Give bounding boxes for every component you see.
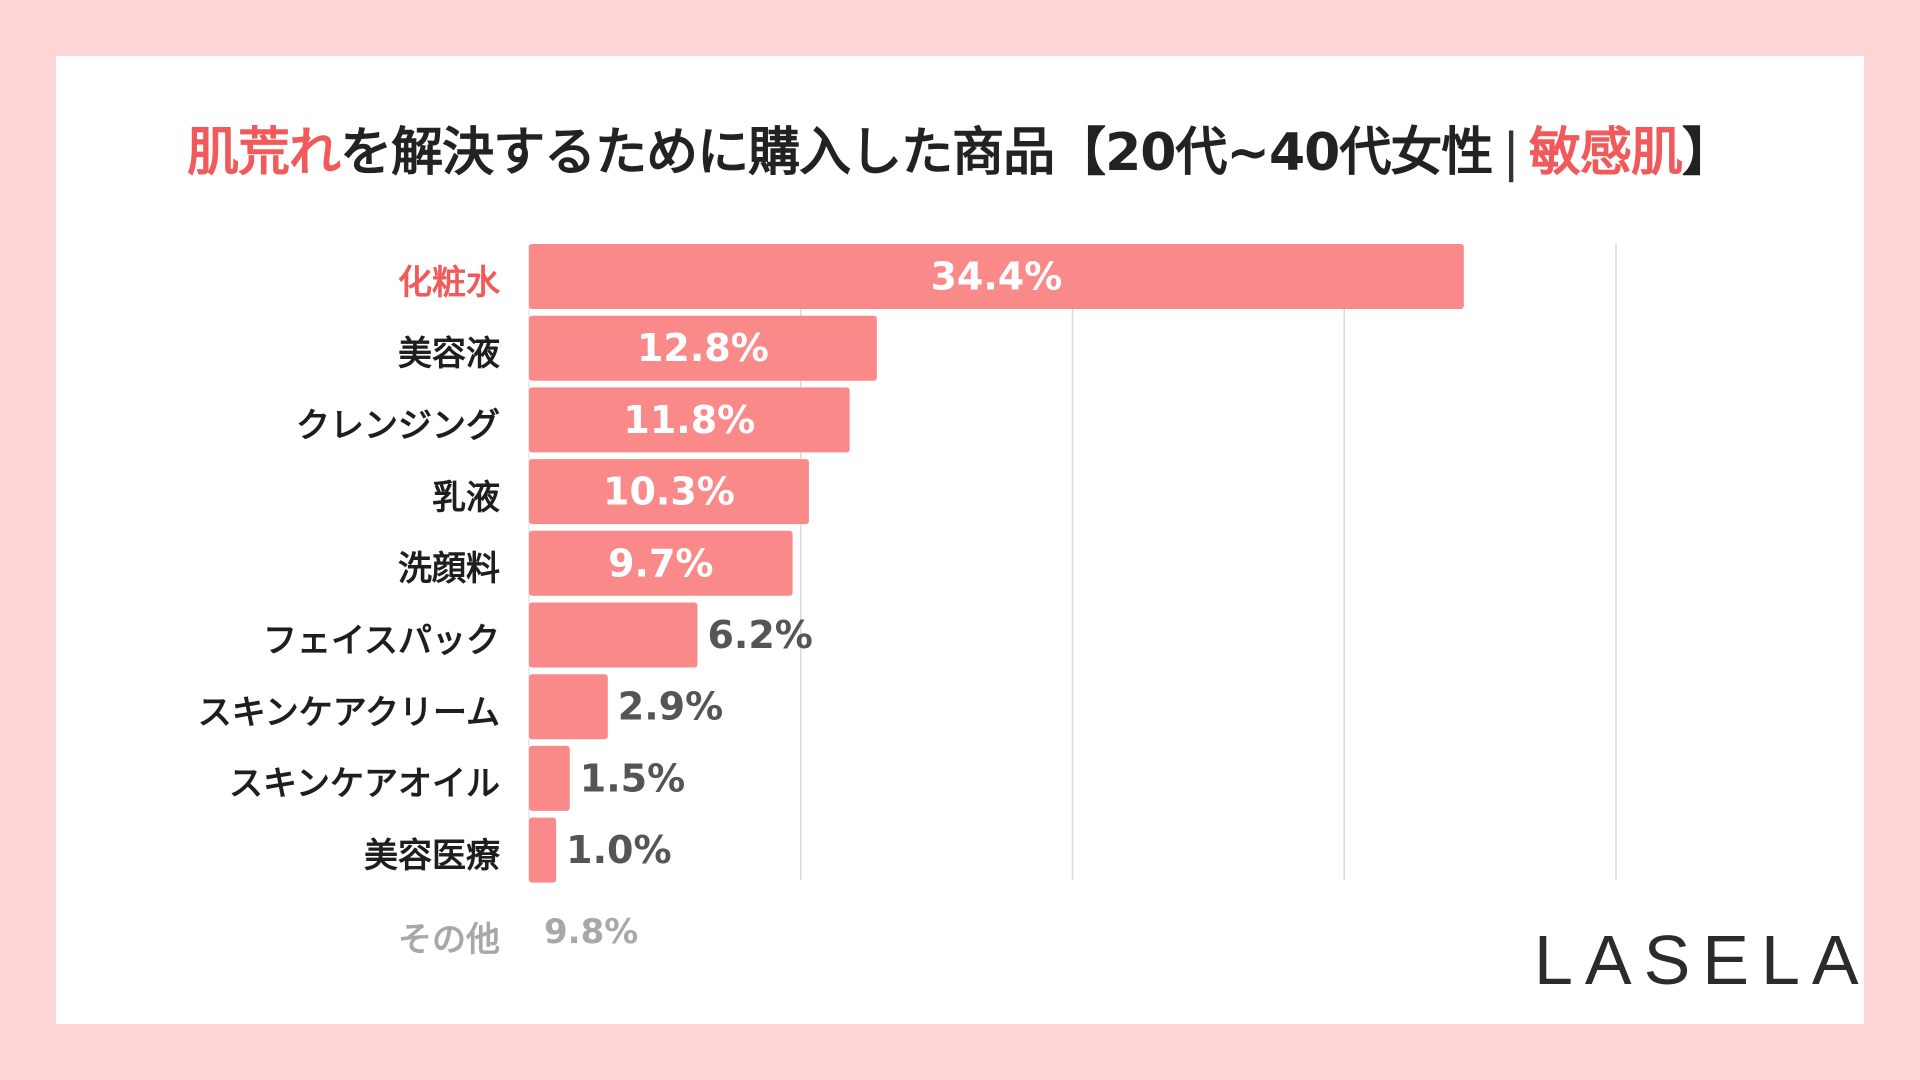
bar [529, 315, 877, 381]
title-end: 】 [1681, 123, 1734, 183]
category-label: 洗顔料 [398, 549, 500, 590]
category-label: クレンジング [296, 405, 500, 446]
title-main: を解決するために購入した商品【20代~40代女性 [340, 123, 1493, 183]
lasela-logo: LASELA [1534, 921, 1871, 999]
data-label: 34.4% [930, 255, 1062, 299]
category-label: 美容医療 [364, 836, 500, 877]
bar [529, 530, 793, 596]
bar [529, 602, 698, 668]
data-label: 1.0% [566, 828, 671, 872]
bar [529, 674, 608, 740]
bar [529, 817, 557, 883]
bar [529, 745, 570, 811]
chart-card [56, 56, 1864, 1024]
data-label: 12.8% [637, 326, 769, 370]
category-label: スキンケアクリーム [197, 692, 500, 733]
title-highlight-1: 肌荒れ [187, 123, 341, 183]
data-label: 11.8% [623, 398, 755, 442]
other-label: その他 [398, 920, 500, 960]
data-label: 2.9% [618, 685, 723, 729]
data-label: 9.7% [608, 541, 713, 585]
bar [529, 387, 850, 453]
other-value: 9.8% [544, 912, 639, 952]
bar [529, 244, 1464, 309]
bar [529, 459, 809, 525]
data-label: 10.3% [603, 470, 735, 514]
category-label: 乳液 [432, 477, 500, 518]
data-label: 1.5% [580, 756, 685, 800]
category-label: フェイスパック [263, 621, 500, 661]
chart-title: 肌荒れを解決するために購入した商品【20代~40代女性 | 敏感肌】 [0, 110, 1920, 185]
category-label: 化粧水 [398, 262, 500, 303]
title-highlight-2: 敏感肌 [1528, 123, 1683, 183]
data-label: 6.2% [707, 613, 812, 657]
category-label: スキンケアオイル [229, 764, 500, 805]
category-label: 美容液 [398, 334, 500, 375]
title-separator: | [1502, 123, 1520, 183]
